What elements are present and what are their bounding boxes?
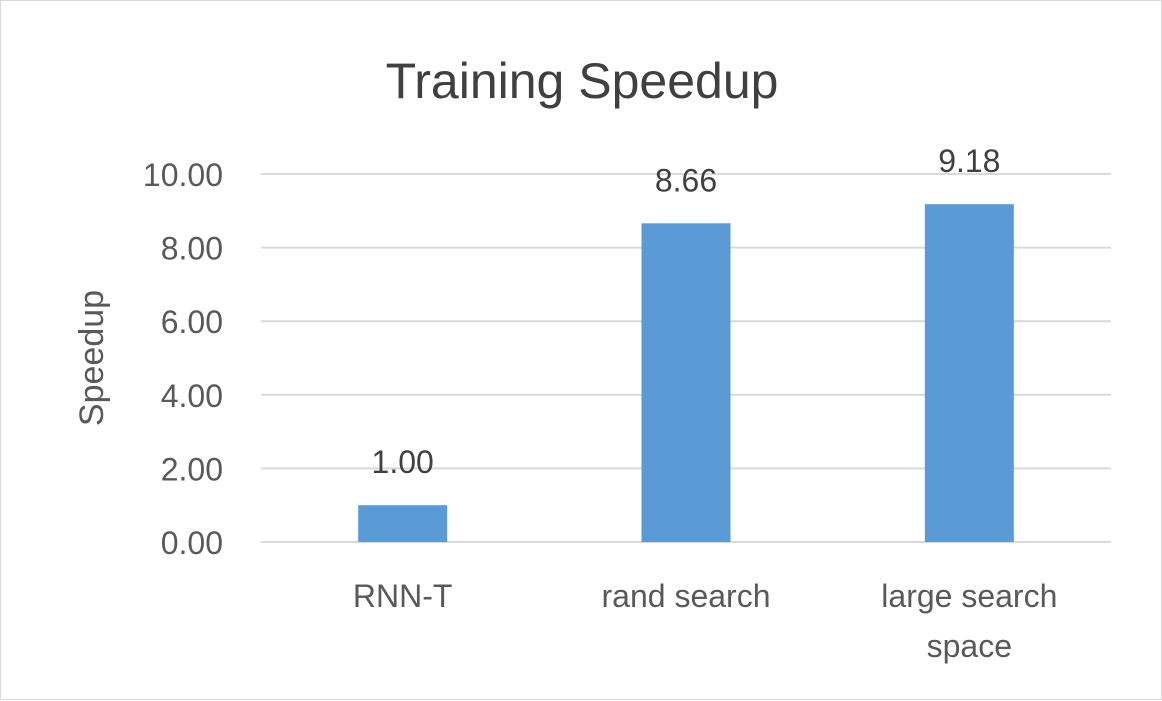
x-tick-label: rand search: [602, 578, 771, 614]
x-axis-ticks: RNN-T rand search large search space: [353, 578, 1057, 664]
x-tick-label: space: [927, 628, 1012, 664]
x-tick-label: large search: [881, 578, 1057, 614]
bars: [358, 204, 1014, 542]
y-tick-label: 2.00: [161, 451, 223, 487]
bar: [358, 505, 448, 542]
chart-title: Training Speedup: [386, 53, 779, 109]
y-tick-label: 10.00: [143, 157, 223, 193]
data-labels: 1.00 8.66 9.18: [372, 143, 1001, 480]
bar: [924, 204, 1014, 542]
y-axis-ticks: 0.00 2.00 4.00 6.00 8.00 10.00: [143, 157, 223, 561]
data-label: 8.66: [655, 162, 717, 198]
y-tick-label: 6.00: [161, 304, 223, 340]
y-tick-label: 0.00: [161, 525, 223, 561]
x-tick-label: RNN-T: [353, 578, 453, 614]
data-label: 1.00: [372, 444, 434, 480]
y-tick-label: 8.00: [161, 231, 223, 267]
y-axis-label: Speedup: [73, 290, 111, 426]
y-tick-label: 4.00: [161, 378, 223, 414]
data-label: 9.18: [938, 143, 1000, 179]
bar: [641, 223, 731, 542]
